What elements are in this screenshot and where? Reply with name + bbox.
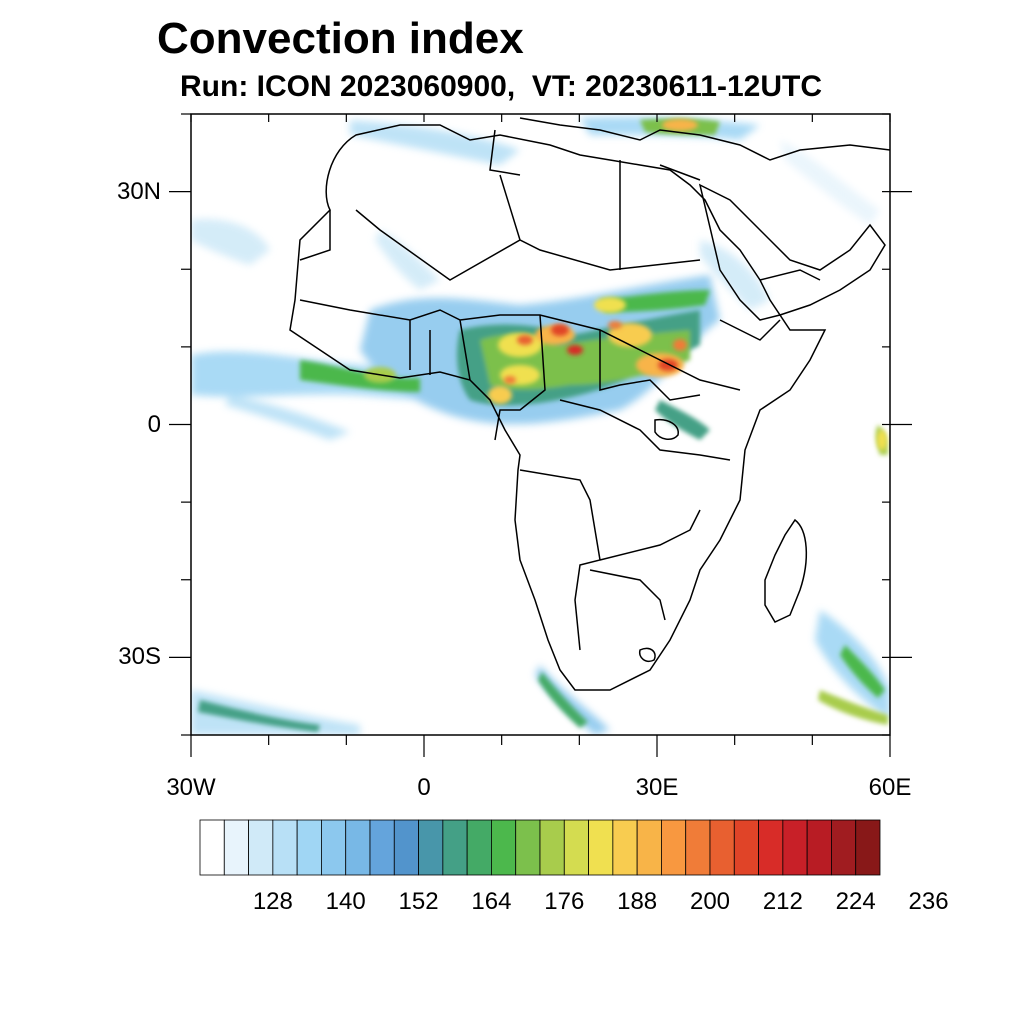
colorbar-tick-label: 188 <box>617 888 658 915</box>
colorbar-box <box>393 819 419 876</box>
colorbar-tick-label: 212 <box>762 888 803 915</box>
colorbar-box <box>442 819 468 876</box>
colorbar-box <box>709 819 735 876</box>
colorbar-box <box>661 819 687 876</box>
colorbar <box>199 819 881 876</box>
colorbar-box <box>345 819 371 876</box>
colorbar-tick-label: 236 <box>908 888 949 915</box>
convection-field <box>191 116 890 735</box>
colorbar-box <box>515 819 541 876</box>
colorbar-tick-label: 224 <box>835 888 876 915</box>
colorbar-box <box>806 819 832 876</box>
colorbar-box <box>636 819 662 876</box>
colorbar-tick-label: 128 <box>252 888 293 915</box>
colorbar-box <box>733 819 759 876</box>
axis-tick-marks <box>169 113 912 757</box>
europe-coastline <box>519 117 890 161</box>
colorbar-box <box>758 819 784 876</box>
colorbar-tick-label: 140 <box>325 888 366 915</box>
page-subtitle: Run: ICON 2023060900, VT: 20230611-12UTC <box>180 70 822 103</box>
coastlines-and-borders <box>289 117 890 691</box>
colorbar-box <box>272 819 298 876</box>
colorbar-box <box>563 819 589 876</box>
colorbar-box <box>418 819 444 876</box>
colorbar-tick-label: 164 <box>471 888 512 915</box>
colorbar-box <box>321 819 347 876</box>
colorbar-box <box>223 819 249 876</box>
colorbar-box <box>369 819 395 876</box>
africa-coastline <box>289 124 827 691</box>
colorbar-box <box>612 819 638 876</box>
internal-borders <box>299 129 821 651</box>
colorbar-box <box>782 819 808 876</box>
colorbar-box <box>296 819 322 876</box>
lesotho <box>638 647 656 662</box>
colorbar-box <box>466 819 492 876</box>
lat-tick-label: 0 <box>147 410 161 438</box>
arabia-coastline <box>698 183 886 321</box>
colorbar-box <box>248 819 274 876</box>
colorbar-tick-label: 176 <box>544 888 585 915</box>
colorbar-box <box>199 819 225 876</box>
lon-tick-label: 0 <box>417 774 431 801</box>
madagascar-coastline <box>764 518 808 623</box>
lon-tick-label: 30W <box>166 774 216 801</box>
lon-tick-label: 60E <box>868 774 912 801</box>
colorbar-box <box>831 819 857 876</box>
colorbar-tick-label: 200 <box>689 888 731 915</box>
colorbar-box <box>855 819 881 876</box>
page-title: Convection index <box>157 14 524 63</box>
colorbar-box <box>539 819 565 876</box>
colorbar-box <box>685 819 711 876</box>
lat-tick-label: 30N <box>116 177 161 205</box>
colorbar-box <box>588 819 614 876</box>
lon-tick-label: 30E <box>635 774 679 801</box>
lake-victoria <box>654 418 679 440</box>
colorbar-box <box>491 819 517 876</box>
lat-tick-label: 30S <box>118 643 161 671</box>
colorbar-tick-label: 152 <box>398 888 439 915</box>
